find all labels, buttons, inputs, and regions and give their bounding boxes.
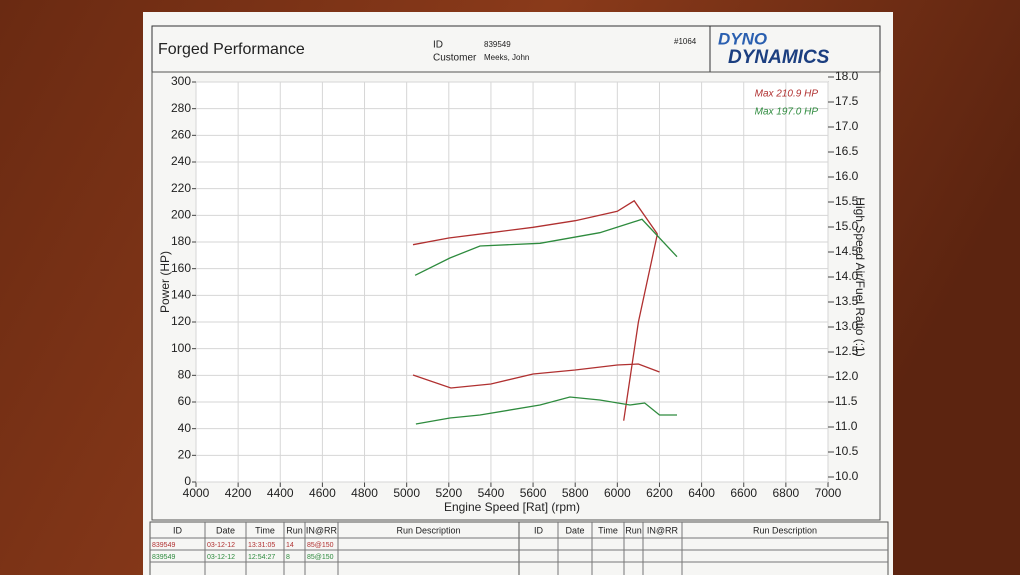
y-tick-label: 40 (178, 421, 192, 435)
chart-frame (151, 71, 881, 521)
series-line (415, 396, 677, 425)
x-tick-label: 6000 (604, 486, 631, 500)
x-tick-label: 4600 (309, 486, 336, 500)
y2-tick-label: 16.5 (835, 144, 859, 158)
series-line (412, 199, 659, 421)
x-tick-label: 6200 (646, 486, 673, 500)
column-header: ID (173, 525, 183, 535)
y-tick-label: 0 (184, 474, 191, 488)
customer: Meeks, John (484, 53, 529, 62)
column-header: Time (598, 525, 618, 535)
table-cell: 14 (286, 542, 294, 549)
column-header: Date (216, 525, 235, 535)
plot-area (195, 81, 829, 483)
y-axis-label: Power (HP) (158, 251, 172, 313)
column-header: Run Description (396, 525, 460, 535)
x-axis-label: Engine Speed [Rat] (rpm) (444, 500, 580, 514)
column-header: IN@RR (306, 525, 338, 535)
y2-tick-label: 15.0 (835, 219, 859, 233)
y2-tick-label: 11.5 (835, 394, 858, 408)
x-tick-label: 4000 (183, 486, 210, 500)
y-tick-label: 220 (171, 181, 191, 195)
x-tick-label: 5200 (435, 486, 462, 500)
y2-axis-label: High Speed Air/Fuel Ratio (:1) (853, 197, 867, 356)
x-tick-label: 5000 (393, 486, 420, 500)
table-cell: 8 (286, 554, 290, 561)
series-line (412, 363, 660, 389)
column-header: IN@RR (647, 525, 679, 535)
id: 839549 (484, 40, 511, 49)
table-cell: 12:54:27 (248, 554, 275, 561)
y-tick-label: 200 (171, 208, 191, 222)
x-tick-label: 5400 (478, 486, 505, 500)
column-header: Run (625, 525, 642, 535)
x-tick-label: 6800 (773, 486, 800, 500)
y2-tick-label: 13.5 (835, 294, 859, 308)
x-tick-label: 6400 (688, 486, 715, 500)
y-tick-label: 240 (171, 154, 191, 168)
table-cell: 839549 (152, 542, 175, 549)
y-tick-label: 60 (178, 394, 192, 408)
column-header: Time (255, 525, 275, 535)
y-tick-label: 140 (171, 288, 191, 302)
y-tick-label: 300 (171, 74, 191, 88)
y2-tick-label: 17.5 (835, 94, 859, 108)
max-annotation: Max 210.9 HP (755, 89, 819, 100)
y-tick-label: 280 (171, 101, 191, 115)
id-label: ID (433, 40, 443, 51)
table-cell: 85@150 (307, 554, 334, 561)
table-cell: 839549 (152, 554, 175, 561)
y-tick-label: 180 (171, 234, 191, 248)
y-tick-label: 80 (178, 368, 192, 382)
y2-tick-label: 11.0 (835, 419, 858, 433)
company: Forged Performance (158, 41, 305, 58)
y-tick-label: 100 (171, 341, 191, 355)
y2-tick-label: 18.0 (835, 69, 859, 83)
series-line (414, 218, 678, 276)
y2-tick-label: 10.5 (835, 444, 859, 458)
y-tick-label: 160 (171, 261, 191, 275)
x-tick-label: 5800 (562, 486, 589, 500)
column-header: Run (286, 525, 303, 535)
table-cell: 03-12-12 (207, 542, 235, 549)
y-tick-label: 120 (171, 314, 191, 328)
logo-bottom: DYNAMICS (728, 47, 830, 68)
column-header: ID (534, 525, 544, 535)
y-tick-label: 260 (171, 128, 191, 142)
y2-tick-label: 10.0 (835, 469, 859, 483)
y2-tick-label: 16.0 (835, 169, 859, 183)
x-tick-label: 4800 (351, 486, 378, 500)
column-header: Run Description (753, 525, 817, 535)
x-tick-label: 6600 (730, 486, 757, 500)
x-tick-label: 4400 (267, 486, 294, 500)
y2-tick-label: 12.0 (835, 369, 859, 383)
customer-label: Customer (433, 53, 477, 64)
x-tick-label: 4200 (225, 486, 252, 500)
y2-tick-label: 14.0 (835, 269, 859, 283)
sheet-number: #1064 (674, 37, 697, 46)
y2-tick-label: 13.0 (835, 319, 859, 333)
y2-tick-label: 12.5 (835, 344, 859, 358)
column-header: Date (565, 525, 584, 535)
table-cell: 13:31:05 (248, 542, 275, 549)
y2-tick-label: 14.5 (835, 244, 859, 258)
logo-top: DYNO (718, 29, 767, 48)
table-cell: 85@150 (307, 542, 334, 549)
x-tick-label: 7000 (815, 486, 842, 500)
y-tick-label: 20 (178, 448, 192, 462)
table-cell: 03-12-12 (207, 554, 235, 561)
max-annotation: Max 197.0 HP (755, 107, 819, 118)
y2-tick-label: 15.5 (835, 194, 859, 208)
y2-tick-label: 17.0 (835, 119, 859, 133)
x-tick-label: 5600 (520, 486, 547, 500)
